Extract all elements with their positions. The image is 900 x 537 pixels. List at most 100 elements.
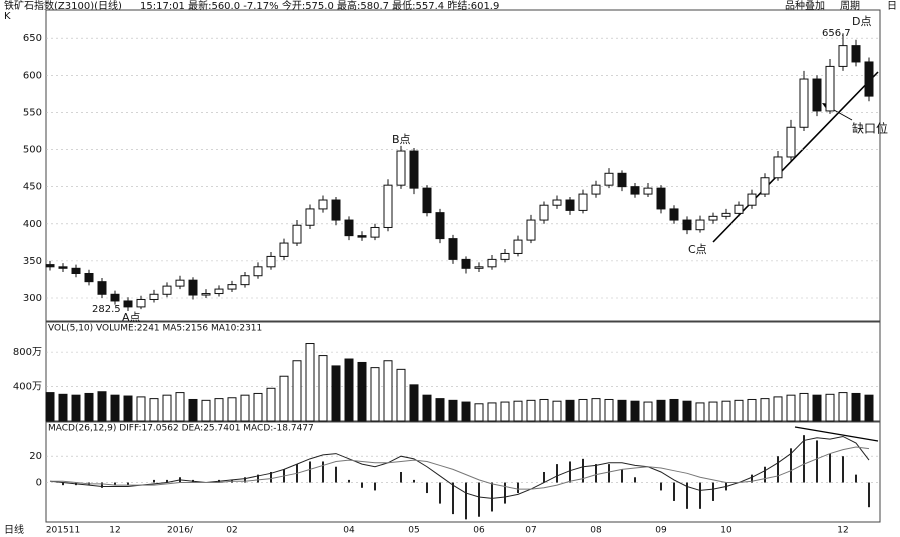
y-tick-label: 300	[23, 293, 42, 304]
volume-bar	[812, 394, 822, 422]
candle-body	[318, 199, 328, 210]
volume-bar	[487, 402, 497, 422]
dea-line	[50, 446, 870, 490]
y-tick-label: 20	[29, 451, 42, 462]
candle-body	[396, 150, 406, 186]
candle-body	[201, 293, 211, 296]
volume-bar	[175, 392, 185, 422]
volume-bar	[617, 399, 627, 422]
volume-bar	[565, 399, 575, 422]
candle-body	[552, 199, 562, 206]
panel-title: VOL(5,10) VOLUME:2241 MA5:2156 MA10:2311	[48, 324, 262, 334]
candle-body	[357, 235, 367, 238]
candle-body	[526, 219, 536, 241]
candle-body	[760, 177, 770, 195]
candle-body	[513, 239, 523, 254]
y-tick-label: 800万	[13, 347, 42, 358]
volume-bar	[591, 398, 601, 422]
candle-body	[565, 199, 575, 211]
volume-bar	[422, 394, 432, 422]
volume-bar	[253, 392, 263, 422]
x-tick-label: 12	[837, 526, 848, 536]
y-tick-label: 650	[23, 33, 42, 44]
volume-bar	[721, 400, 731, 422]
candle-body	[474, 266, 484, 269]
candle-body	[578, 193, 588, 211]
y-tick-label: 400	[23, 219, 42, 230]
y-tick-label: 450	[23, 182, 42, 193]
volume-bar	[773, 396, 783, 422]
period-button[interactable]: 周期	[840, 0, 860, 12]
quote-line: 15:17:01 最新:560.0 -7.17% 今开:575.0 最高:580…	[140, 0, 499, 12]
candle-body	[682, 219, 692, 231]
x-tick-label: 06	[473, 526, 485, 536]
volume-bar	[292, 360, 302, 422]
annotation: 缺口位	[852, 121, 888, 136]
candle-body	[448, 238, 458, 260]
candle-body	[240, 275, 250, 286]
volume-bar	[695, 402, 705, 422]
candle-body	[747, 193, 757, 206]
x-tick-label: 05	[408, 526, 419, 536]
candle-body	[851, 45, 861, 63]
y-tick-label: 600	[23, 70, 42, 81]
candle-body	[45, 264, 55, 268]
volume-bar	[344, 358, 354, 422]
panel-label: K	[4, 11, 11, 22]
volume-bar	[201, 399, 211, 422]
candle-body	[799, 78, 809, 128]
candle-body	[708, 215, 718, 221]
volume-bar	[357, 361, 367, 422]
divergence-line	[794, 426, 879, 442]
candle-body	[58, 266, 68, 269]
candle-body	[591, 184, 601, 195]
candle-body	[97, 281, 107, 295]
y-tick-label: 0	[36, 478, 42, 489]
volume-bar	[331, 365, 341, 422]
candle-body	[383, 184, 393, 228]
overlay-button[interactable]: 品种叠加	[785, 0, 825, 12]
candle-body	[344, 219, 354, 237]
candle-body	[786, 126, 796, 158]
candle-body	[253, 266, 263, 277]
volume-bar	[97, 391, 107, 422]
candle-body	[214, 288, 224, 295]
candle-body	[331, 199, 341, 221]
annotation: C点	[688, 243, 707, 256]
volume-bar	[318, 355, 328, 422]
period-value[interactable]: 日	[887, 1, 897, 12]
volume-bar	[279, 375, 289, 422]
candle-body	[279, 242, 289, 257]
volume-bar	[734, 399, 744, 422]
x-tick-label: 201511	[46, 526, 80, 536]
volume-bar	[188, 398, 198, 422]
volume-bar	[370, 367, 380, 422]
volume-bar	[799, 392, 809, 422]
volume-bar	[526, 399, 536, 422]
x-tick-label: 2016/	[167, 526, 194, 536]
volume-bar	[266, 387, 276, 422]
candle-body	[409, 150, 419, 189]
diff-line	[49, 435, 870, 499]
volume-bar	[396, 368, 406, 422]
candle-body	[695, 219, 705, 231]
volume-bar	[409, 384, 419, 422]
price-panel	[45, 9, 881, 322]
candle-body	[604, 172, 614, 186]
volume-bar	[552, 400, 562, 422]
volume-bar	[448, 399, 458, 422]
low-label: 282.5	[92, 304, 121, 315]
candle-body	[84, 272, 94, 283]
volume-bar	[643, 401, 653, 422]
volume-bar	[474, 403, 484, 422]
volume-bar	[149, 398, 159, 422]
candle-body	[175, 279, 185, 287]
volume-bar	[656, 399, 666, 422]
candle-body	[864, 61, 874, 97]
volume-bar	[747, 398, 757, 422]
y-tick-label: 400万	[13, 382, 42, 393]
volume-bar	[708, 401, 718, 422]
volume-bar	[240, 394, 250, 422]
candle-body	[266, 255, 276, 268]
